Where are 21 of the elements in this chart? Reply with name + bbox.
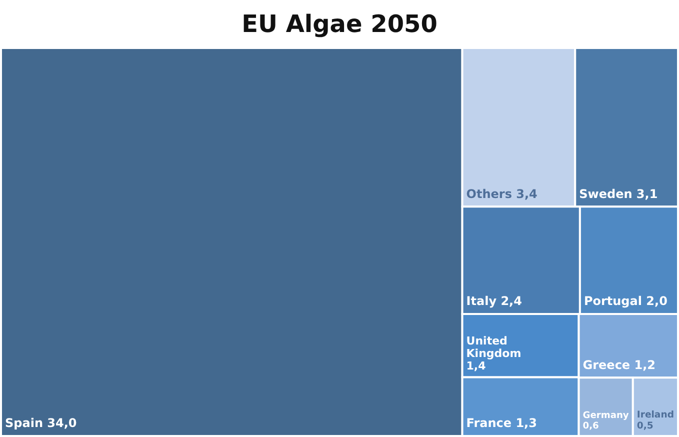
data-label: 2,4 (500, 294, 522, 308)
data-label: 3,4 (516, 186, 538, 201)
category-label: Germany (582, 411, 629, 422)
category-label: Greece (582, 358, 630, 372)
category-label: United Kingdom (466, 334, 522, 360)
data-label: 1,3 (516, 416, 537, 430)
category-label: France (466, 416, 512, 430)
data-label: 3,1 (636, 186, 658, 201)
data-label: 1,4 (466, 360, 486, 373)
category-label: Spain (5, 416, 43, 430)
text: EU Algae 2050 (242, 10, 438, 38)
data-label: 0,5 (636, 420, 654, 432)
data-label: 0,6 (582, 422, 599, 432)
category-label: Italy (466, 294, 497, 308)
data-label: 2,0 (646, 294, 668, 308)
data-label: 1,2 (634, 358, 656, 372)
category-label: Sweden (579, 186, 632, 201)
data-label: 34,0 (47, 416, 77, 430)
category-label: Others (466, 186, 512, 201)
category-label: Ireland (636, 410, 674, 421)
category-label: Portugal (584, 294, 642, 308)
